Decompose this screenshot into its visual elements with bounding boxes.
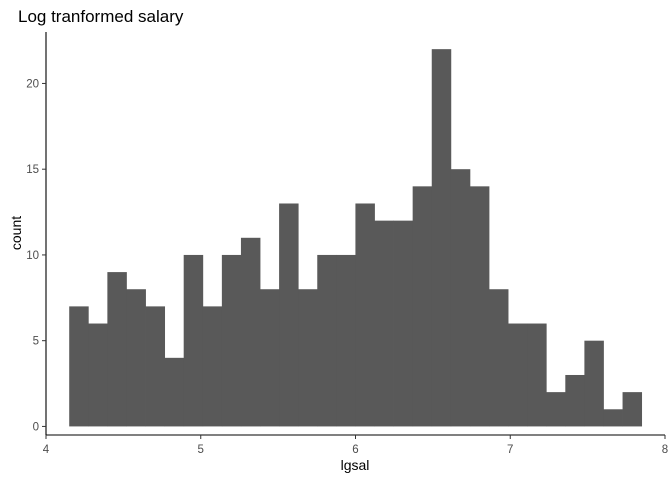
x-tick-label: 7 xyxy=(507,444,513,456)
histogram-bar xyxy=(336,254,356,427)
histogram-bar xyxy=(88,323,108,427)
histogram-bar xyxy=(488,289,509,427)
y-tick-label: 10 xyxy=(26,250,39,262)
x-ticks-group: 4 5 6 7 8 xyxy=(43,435,668,456)
histogram-bar xyxy=(145,306,166,427)
bars-group xyxy=(69,49,643,427)
histogram-bar xyxy=(355,203,375,427)
histogram-bar xyxy=(584,340,604,427)
y-axis-title: count xyxy=(8,216,24,250)
histogram-bar xyxy=(469,186,490,427)
x-tick-label: 8 xyxy=(662,444,668,456)
histogram-bar xyxy=(69,306,89,427)
histogram-bar xyxy=(107,272,127,427)
histogram-bar xyxy=(279,203,299,427)
x-tick-label: 6 xyxy=(352,444,358,456)
histogram-bar xyxy=(412,186,433,427)
histogram-bar xyxy=(164,357,185,427)
histogram-bar xyxy=(260,289,280,427)
histogram-bar xyxy=(393,220,414,427)
histogram-bar xyxy=(221,254,242,427)
x-axis-title: lgsal xyxy=(341,457,370,473)
y-tick-label: 20 xyxy=(26,78,39,90)
y-tick-label: 15 xyxy=(26,164,39,176)
histogram-bar xyxy=(565,374,585,427)
y-tick-label: 0 xyxy=(33,421,39,433)
y-tick-label: 5 xyxy=(33,336,39,348)
y-ticks-group: 0 5 10 15 20 xyxy=(26,78,46,433)
histogram-bar xyxy=(546,392,566,427)
histogram-bar xyxy=(183,254,204,427)
histogram-bar xyxy=(527,323,547,427)
histogram-bar xyxy=(508,323,528,427)
histogram-bar xyxy=(317,254,337,427)
histogram-bar xyxy=(603,409,623,427)
chart-title: Log tranformed salary xyxy=(18,7,184,26)
histogram-bar xyxy=(202,306,223,427)
histogram-bar xyxy=(450,169,471,427)
histogram-bar xyxy=(622,392,643,427)
histogram-bar xyxy=(374,220,394,427)
histogram-bar xyxy=(431,49,452,427)
x-tick-label: 4 xyxy=(43,444,50,456)
histogram-bar xyxy=(126,289,146,427)
x-tick-label: 5 xyxy=(198,444,204,456)
histogram-bar xyxy=(240,237,261,427)
histogram-bar xyxy=(298,289,318,427)
